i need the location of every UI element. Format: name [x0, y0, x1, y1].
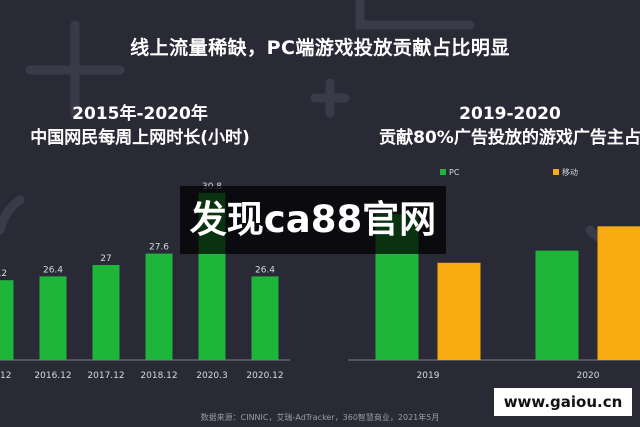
legend-label: 移动 [562, 167, 578, 177]
bar [251, 276, 279, 360]
data-label: 26.4 [255, 265, 275, 275]
x-tick-label: 2018.12 [140, 371, 177, 381]
x-tick-label: .5.12 [0, 371, 11, 381]
left-chart-title: 2015年-2020年 中国网民每周上网时长(小时) [0, 102, 280, 150]
legend-swatch [553, 169, 559, 175]
bar [145, 253, 173, 360]
bar [535, 250, 579, 360]
data-label: 6.2 [0, 269, 7, 279]
bar [92, 265, 120, 360]
left-chart-title-line1: 2015年-2020年 [72, 104, 208, 124]
overlay-banner: 发现ca88官网 [180, 186, 446, 254]
bar [437, 262, 481, 360]
x-tick-label: 2016.12 [34, 371, 71, 381]
curve-shape-decoration [0, 195, 25, 235]
source-note: 数据来源：CINNIC，艾瑞-AdTracker，360智慧商业，2021年5月 [200, 413, 440, 422]
headline: 线上流量稀缺，PC端游戏投放贡献占比明显 [130, 37, 510, 59]
right-chart-title: 2019-2020 贡献80%广告投放的游戏广告主占 [345, 102, 640, 150]
plus-shape-decoration [25, 20, 125, 120]
x-tick-label: 2020.12 [246, 371, 283, 381]
plus-shape-decoration [310, 78, 350, 118]
right-chart-title-line2: 贡献80%广告投放的游戏广告主占 [379, 128, 640, 148]
data-label: 27 [100, 254, 111, 264]
corner-shape-decoration [355, 0, 475, 30]
bar [597, 226, 640, 360]
x-tick-label: 2019 [417, 371, 440, 381]
x-tick-label: 2020.3 [196, 371, 228, 381]
bar [0, 280, 14, 360]
legend-label: PC [449, 168, 460, 177]
left-chart-title-line2: 中国网民每周上网时长(小时) [30, 128, 250, 148]
x-tick-label: 2020 [577, 371, 600, 381]
x-tick-label: 2017.12 [87, 371, 124, 381]
bar [39, 276, 67, 360]
right-chart-title-line1: 2019-2020 [459, 104, 561, 124]
data-label: 26.4 [43, 265, 63, 275]
legend-swatch [440, 169, 446, 175]
data-label: 27.6 [149, 243, 169, 253]
watermark: www.gaiou.cn [494, 388, 632, 416]
